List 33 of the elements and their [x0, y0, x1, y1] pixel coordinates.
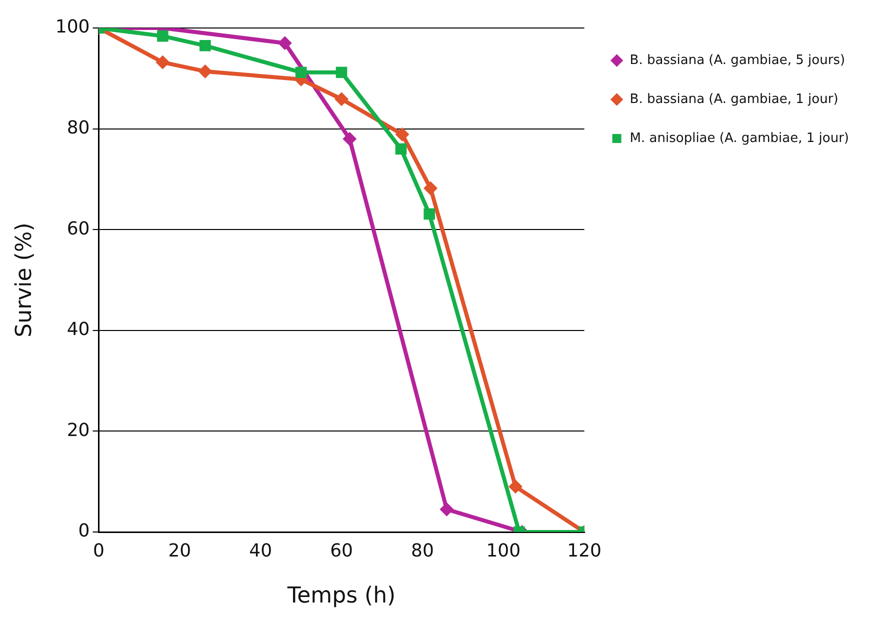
y-tick-label: 60	[66, 218, 90, 240]
point	[295, 66, 307, 78]
x-tick-label: 60	[330, 540, 353, 562]
point	[508, 480, 523, 494]
y-axis-title: Survie (%)	[12, 222, 37, 338]
point	[157, 30, 168, 42]
point	[156, 55, 170, 70]
point	[440, 502, 454, 516]
point	[334, 92, 349, 106]
x-tick-label: 120	[567, 540, 602, 562]
x-tick-label: 0	[93, 540, 104, 562]
point	[198, 64, 212, 78]
y-tick-label: 0	[78, 520, 90, 542]
point	[336, 66, 348, 78]
y-tick-label: 100	[55, 16, 90, 38]
legend-label: B. bassiana (A. gambiae, 5 jours)	[630, 52, 846, 68]
point	[424, 181, 438, 196]
legend-label: B. bassiana (A. gambiae, 1 jour)	[630, 92, 838, 107]
x-tick-label: 80	[411, 540, 434, 562]
x-axis-title: Temps (h)	[286, 584, 396, 609]
point	[424, 208, 435, 220]
point	[395, 143, 407, 155]
point	[200, 40, 211, 52]
y-tick-label: 40	[66, 319, 90, 340]
x-tick-label: 100	[486, 540, 521, 562]
point	[342, 132, 357, 146]
legend-label: M. anisopliae (A. gambiae, 1 jour)	[630, 130, 850, 146]
x-tick-label: 20	[168, 540, 192, 562]
point	[278, 36, 292, 50]
y-tick-label: 20	[66, 420, 90, 441]
x-tick-label: 40	[249, 540, 272, 562]
y-tick-label: 80	[66, 117, 90, 138]
point	[395, 127, 410, 142]
